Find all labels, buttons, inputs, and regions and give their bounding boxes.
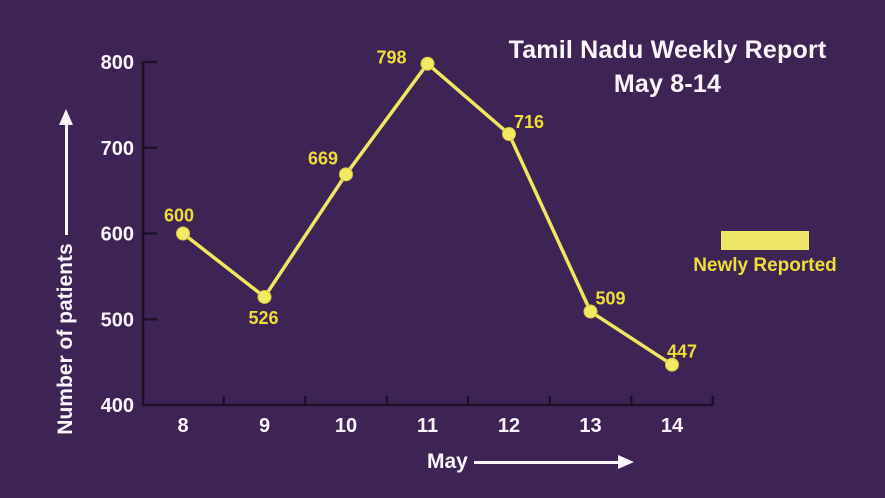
x-tick-label: 12: [498, 415, 520, 437]
chart-title-line2: May 8-14: [613, 70, 722, 98]
data-point: [665, 357, 679, 372]
x-tick-label: 10: [335, 415, 357, 437]
x-axis-title: May: [427, 449, 634, 475]
x-tick-label: 14: [661, 415, 684, 437]
y-tick-label: 500: [101, 309, 134, 331]
y-tick-label: 700: [101, 138, 134, 160]
legend-label: Newly Reported: [693, 255, 837, 276]
data-point: [257, 289, 272, 304]
y-axis-arrow-line: [64, 125, 68, 236]
axes: [141, 61, 713, 407]
x-axis-title-label: May: [427, 450, 468, 473]
data-point: [502, 127, 516, 142]
data-point-label: 600: [164, 206, 194, 226]
y-axis-arrow-icon: [59, 109, 73, 126]
x-tick-label: 13: [579, 415, 601, 437]
data-point: [420, 56, 435, 71]
legend: Newly Reported: [693, 231, 837, 277]
data-point-label: 509: [595, 289, 625, 309]
x-tick-label: 9: [259, 415, 270, 437]
data-point-label: 798: [376, 48, 406, 68]
y-axis-title-label: Number of patients: [54, 243, 77, 435]
y-tick-label: 400: [101, 395, 134, 417]
data-point-label: 669: [308, 148, 338, 168]
data-point-label: 447: [667, 342, 697, 362]
legend-swatch: [721, 231, 809, 250]
data-point-label: 716: [514, 112, 544, 132]
chart-title-line1: Tamil Nadu Weekly Report: [508, 36, 827, 64]
chart-title: Tamil Nadu Weekly Report May 8-14: [450, 33, 885, 101]
x-axis-arrow-line: [473, 460, 618, 464]
x-tick-label: 8: [177, 415, 188, 437]
y-axis-title: Number of patients: [53, 96, 79, 448]
data-point: [583, 304, 598, 319]
data-point: [339, 167, 353, 182]
data-point: [176, 226, 190, 241]
y-tick-label: 800: [101, 52, 134, 74]
x-axis-arrow-icon: [617, 455, 634, 469]
y-tick-label: 600: [101, 224, 134, 246]
data-point-label: 526: [248, 308, 278, 328]
x-tick-label: 11: [417, 415, 438, 437]
